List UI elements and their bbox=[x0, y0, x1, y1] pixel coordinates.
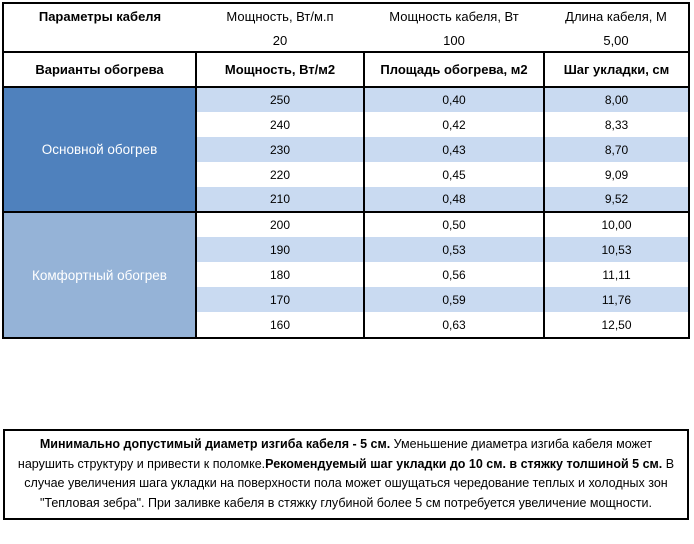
cell-area: 0,53 bbox=[363, 237, 544, 262]
cell-area: 0,63 bbox=[363, 312, 544, 337]
cell-power: 190 bbox=[195, 237, 364, 262]
header-row: Варианты обогрева Мощность, Вт/м2 Площад… bbox=[4, 53, 688, 88]
cell-power: 160 bbox=[195, 312, 364, 337]
cell-power: 210 bbox=[195, 187, 364, 212]
cell-power: 220 bbox=[195, 162, 364, 187]
params-label-power-per-m: Мощность, Вт/м.п bbox=[226, 9, 334, 24]
cell-step: 10,00 bbox=[543, 211, 688, 237]
col-header-variants: Варианты обогрева bbox=[4, 53, 196, 88]
cell-step: 8,33 bbox=[543, 112, 688, 137]
col-header-area: Площадь обогрева, м2 bbox=[363, 53, 544, 88]
col-header-power: Мощность, Вт/м2 bbox=[195, 53, 364, 88]
cell-step: 8,00 bbox=[543, 87, 688, 112]
cell-step: 11,76 bbox=[543, 287, 688, 312]
note-run-regular-1: Уменьшение диаметра изгиба кабеля может … bbox=[17, 437, 653, 471]
cell-power: 250 bbox=[195, 87, 364, 112]
params-label-cable-power: Мощность кабеля, Вт bbox=[389, 9, 519, 24]
table-row: 190 0,53 10,53 bbox=[4, 237, 688, 262]
cell-area: 0,40 bbox=[363, 87, 544, 112]
cell-area: 0,50 bbox=[363, 211, 544, 237]
group-label-comfort-heating: Комфортный обогрев bbox=[4, 211, 196, 337]
cable-tables: Параметры кабеля Мощность, Вт/м.п Мощнос… bbox=[2, 2, 690, 339]
cell-power: 200 bbox=[195, 211, 364, 237]
note-run-regular-2: В случае увеличения шага укладки на пове… bbox=[24, 456, 675, 510]
table-row: 240 0,42 8,33 bbox=[4, 112, 688, 137]
cell-step: 10,53 bbox=[543, 237, 688, 262]
cell-power: 170 bbox=[195, 287, 364, 312]
table-row: 220 0,45 9,09 bbox=[4, 162, 688, 187]
table-row: 180 0,56 11,11 bbox=[4, 262, 688, 287]
params-value-cable-power: 100 bbox=[443, 32, 465, 48]
table-row: 230 0,43 8,70 bbox=[4, 137, 688, 162]
note-box: Минимально допустимый диаметр изгиба каб… bbox=[3, 429, 689, 520]
params-table: Параметры кабеля Мощность, Вт/м.п Мощнос… bbox=[4, 4, 688, 53]
cell-power: 240 bbox=[195, 112, 364, 137]
table-row: 170 0,59 11,76 bbox=[4, 287, 688, 312]
cell-step: 12,50 bbox=[543, 312, 688, 337]
note-run-bold-2: Рекомендуемый шаг укладки до 10 см. в ст… bbox=[265, 456, 663, 471]
table-row: 210 0,48 9,52 bbox=[4, 187, 688, 212]
group-label-main-heating: Основной обогрев bbox=[4, 87, 196, 212]
heating-table: Варианты обогрева Мощность, Вт/м2 Площад… bbox=[4, 53, 688, 337]
params-value-cable-length: 5,00 bbox=[603, 32, 629, 48]
cell-area: 0,48 bbox=[363, 187, 544, 212]
cell-step: 9,52 bbox=[543, 187, 688, 212]
table-row: Основной обогрев 250 0,40 8,00 bbox=[4, 87, 688, 212]
params-value-power-per-m: 20 bbox=[272, 32, 288, 48]
params-title: Параметры кабеля bbox=[38, 9, 162, 24]
table-row: 160 0,63 12,50 bbox=[4, 312, 688, 337]
cell-step: 9,09 bbox=[543, 162, 688, 187]
cell-power: 230 bbox=[195, 137, 364, 162]
cell-area: 0,59 bbox=[363, 287, 544, 312]
cell-step: 11,11 bbox=[543, 262, 688, 287]
table-row: Комфортный обогрев 200 0,50 10,00 bbox=[4, 211, 688, 337]
cell-area: 0,43 bbox=[363, 137, 544, 162]
cell-area: 0,56 bbox=[363, 262, 544, 287]
cell-power: 180 bbox=[195, 262, 364, 287]
cell-area: 0,45 bbox=[363, 162, 544, 187]
params-label-cable-length: Длина кабеля, М bbox=[565, 9, 667, 24]
col-header-step: Шаг укладки, см bbox=[543, 53, 688, 88]
note-run-bold-1: Минимально допустимый диаметр изгиба каб… bbox=[39, 437, 391, 451]
cell-area: 0,42 bbox=[363, 112, 544, 137]
cell-step: 8,70 bbox=[543, 137, 688, 162]
